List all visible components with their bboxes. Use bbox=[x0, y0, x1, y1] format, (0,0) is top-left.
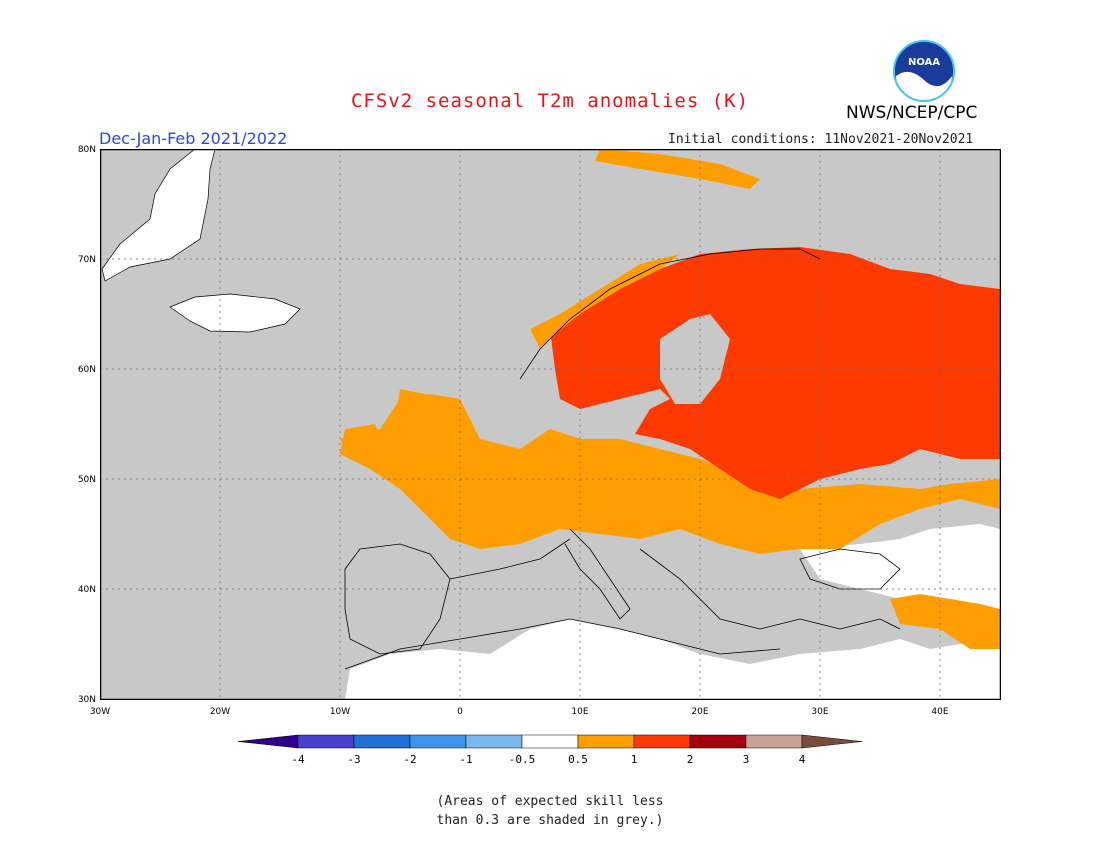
anomaly-map bbox=[100, 149, 1001, 700]
colorbar-label: -4 bbox=[291, 753, 305, 766]
colorbar-swatch bbox=[633, 734, 691, 749]
ireland-orange bbox=[340, 424, 385, 464]
colorbar-swatch bbox=[353, 734, 411, 749]
colorbar-swatch bbox=[465, 734, 523, 749]
colorbar-label: 3 bbox=[743, 753, 750, 766]
greenland-land bbox=[101, 149, 216, 282]
lon-tick-label: 10E bbox=[571, 707, 588, 717]
lon-tick-label: 10W bbox=[330, 707, 350, 717]
skill-note: (Areas of expected skill less than 0.3 a… bbox=[0, 792, 1100, 830]
initial-conditions-label: Initial conditions: 11Nov2021-20Nov2021 bbox=[668, 132, 974, 147]
map-title: CFSv2 seasonal T2m anomalies (K) bbox=[350, 90, 750, 112]
colorbar-label: -0.5 bbox=[509, 753, 536, 766]
colorbar-swatch bbox=[745, 734, 803, 749]
colorbar-label: 4 bbox=[799, 753, 806, 766]
colorbar-label: -1 bbox=[459, 753, 472, 766]
anatolia-orange bbox=[890, 594, 1000, 649]
logo-text: NOAA bbox=[908, 57, 940, 68]
balkans-grey bbox=[660, 544, 800, 619]
colorbar-max-arrow bbox=[801, 734, 863, 749]
coastline-italy bbox=[564, 528, 631, 620]
noaa-logo: NOAA bbox=[893, 40, 955, 104]
lon-tick-label: 20E bbox=[691, 707, 708, 717]
map-frame bbox=[100, 149, 1001, 700]
anomaly-orange-region bbox=[340, 394, 1000, 554]
colorbar-label: 1 bbox=[631, 753, 638, 766]
lat-tick-label: 40N bbox=[78, 585, 96, 595]
colorbar-swatch bbox=[577, 734, 635, 749]
skill-note-line-1: (Areas of expected skill less bbox=[436, 794, 664, 809]
coastline-iberia bbox=[344, 543, 451, 655]
colorbar-label: 0.5 bbox=[568, 753, 588, 766]
lat-tick-label: 80N bbox=[78, 145, 96, 155]
lon-tick-label: 30E bbox=[811, 707, 828, 717]
east-white bbox=[800, 524, 1000, 609]
lat-axis: 80N 70N 60N 50N 40N 30N bbox=[78, 145, 96, 705]
coastline-black-sea bbox=[799, 548, 901, 590]
lon-tick-label: 40E bbox=[931, 707, 948, 717]
lat-tick-label: 50N bbox=[78, 475, 96, 485]
season-label: Dec-Jan-Feb 2021/2022 bbox=[99, 129, 288, 148]
colorbar-swatch bbox=[689, 734, 747, 749]
norway-coast-orange bbox=[530, 254, 680, 349]
coastline-scandinavia bbox=[519, 248, 821, 380]
britain-orange bbox=[390, 389, 475, 474]
lon-tick-label: 20W bbox=[210, 707, 230, 717]
lat-tick-label: 70N bbox=[78, 255, 96, 265]
colorbar-label: -2 bbox=[403, 753, 416, 766]
colorbar-min-arrow bbox=[238, 734, 299, 749]
lon-tick-label: 0 bbox=[457, 707, 463, 717]
lat-tick-label: 60N bbox=[78, 365, 96, 375]
organization-label: NWS/NCEP/CPC bbox=[846, 103, 978, 123]
lon-tick-label: 30W bbox=[90, 707, 110, 717]
colorbar-label: 2 bbox=[687, 753, 694, 766]
skill-note-line-2: than 0.3 are shaded in grey.) bbox=[436, 813, 664, 828]
anomaly-red-region bbox=[550, 247, 1000, 499]
lon-axis: 30W 20W 10W 0 10E 20E 30E 40E bbox=[90, 707, 949, 717]
north-africa-white bbox=[345, 619, 1000, 699]
coastline-mediterranean bbox=[449, 538, 901, 630]
colorbar-swatch bbox=[521, 734, 579, 749]
colorbar: -4 -3 -2 -1 -0.5 0.5 1 2 3 4 bbox=[238, 734, 863, 766]
iceland-land bbox=[169, 293, 301, 333]
lat-tick-label: 30N bbox=[78, 695, 96, 705]
colorbar-swatch bbox=[409, 734, 467, 749]
colorbar-swatch bbox=[297, 734, 355, 749]
baltic-grey bbox=[660, 314, 730, 404]
arctic-orange bbox=[595, 149, 760, 189]
colorbar-label: -3 bbox=[347, 753, 360, 766]
